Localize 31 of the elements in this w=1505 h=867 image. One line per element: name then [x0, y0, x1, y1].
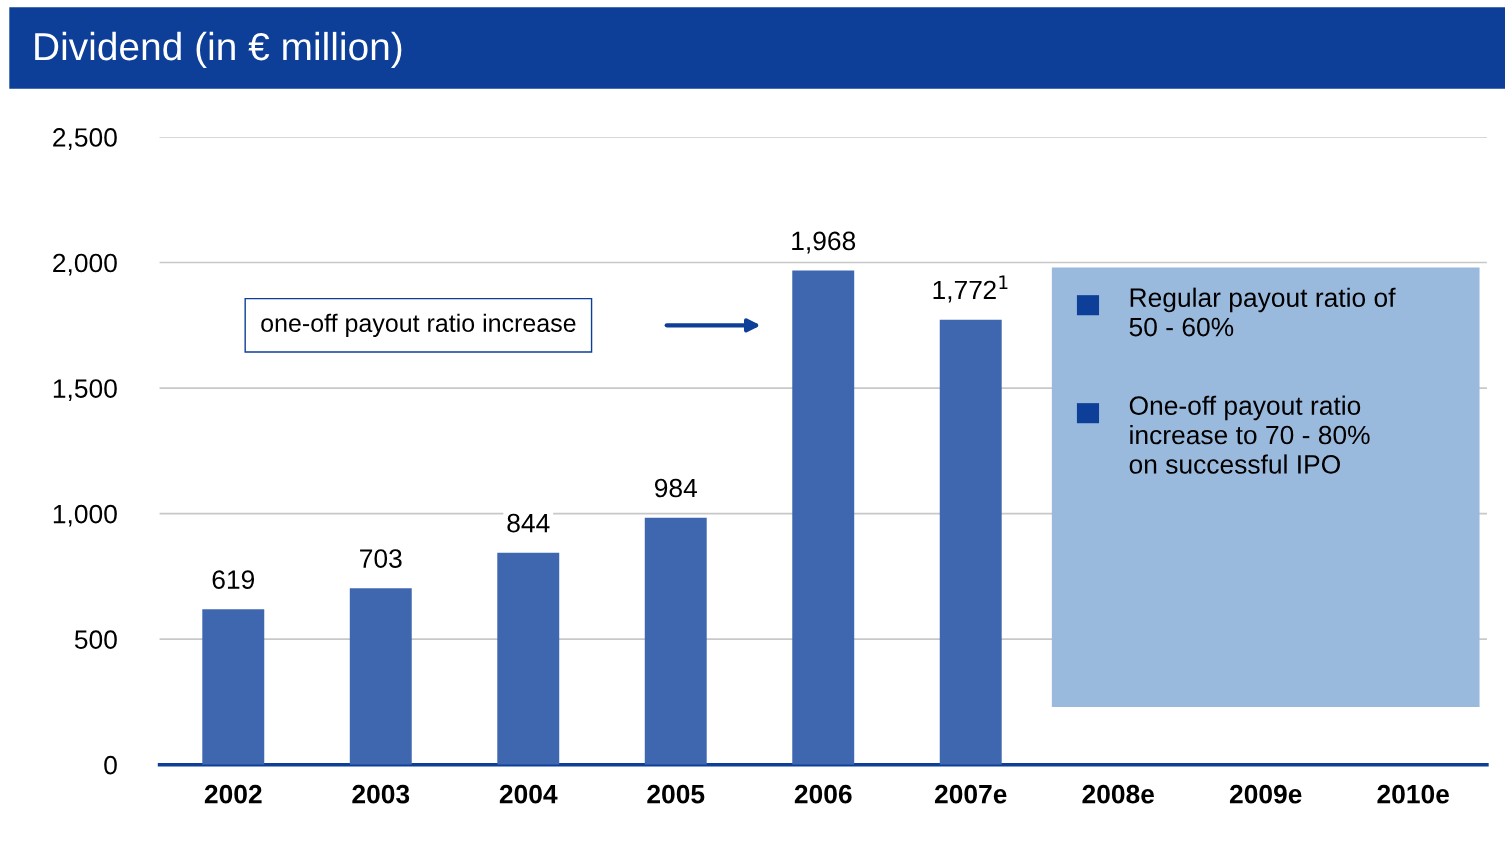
chart-title: Dividend (in € million)	[35, 31, 402, 69]
y-tick-label: 2,000	[53, 253, 117, 276]
x-tick-label: 2009e	[1229, 784, 1302, 804]
x-tick-label: 2004	[499, 784, 558, 804]
bar	[792, 270, 855, 765]
data-label: 619	[212, 570, 255, 589]
bar	[349, 588, 412, 765]
y-tick-label: 500	[74, 630, 117, 649]
x-tick-label: 2010e	[1377, 784, 1449, 804]
bar	[939, 319, 1002, 765]
y-tick-label: 2,500	[53, 128, 117, 150]
bar	[644, 517, 707, 765]
annotation: One-off payout ratio increase to 70 - 80% on successful IPO	[1129, 395, 1370, 474]
data-label: 984	[654, 478, 697, 498]
data-label: 1,968	[792, 231, 856, 254]
x-tick-label: 2008e	[1082, 784, 1155, 804]
data-label: 703	[360, 549, 402, 568]
x-tick-label: 2007e	[934, 784, 1007, 804]
x-tick-label: 2005	[647, 784, 705, 804]
y-tick-label: 0	[104, 755, 117, 775]
annotation: one-off payout ratio increase	[261, 313, 576, 337]
x-tick-label: 2003	[352, 784, 410, 804]
annotation: Regular payout ratio of 50 - 60%	[1129, 287, 1396, 337]
x-tick-label: 2006	[794, 784, 852, 804]
bar	[202, 609, 265, 765]
data-label: 844	[507, 513, 550, 533]
bar	[497, 552, 560, 765]
y-tick-label: 1,500	[53, 379, 117, 402]
data-label: 1,772$^{1}$	[933, 275, 1008, 303]
y-tick-label: 1,000	[53, 504, 117, 527]
x-tick-label: 2002	[204, 784, 262, 804]
